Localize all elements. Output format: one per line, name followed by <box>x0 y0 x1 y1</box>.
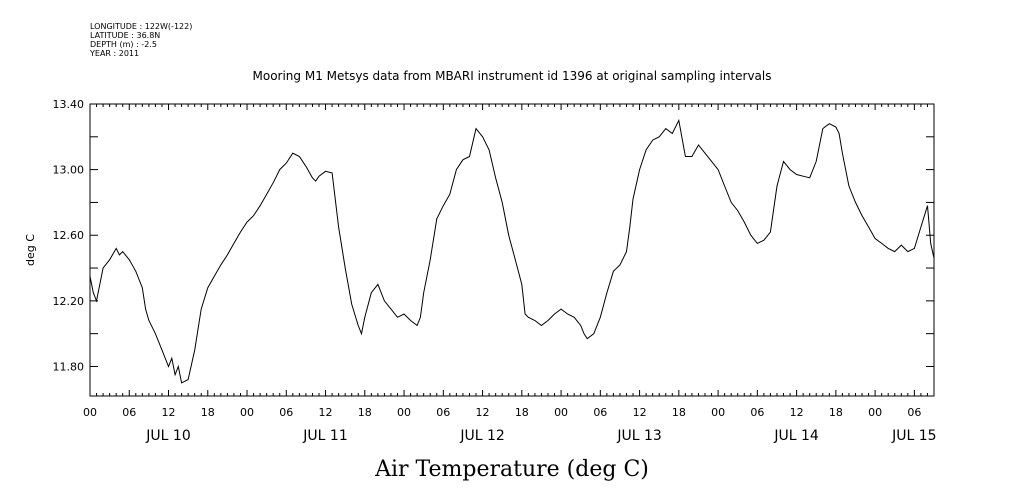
x-tick-label: 00 <box>397 406 411 419</box>
x-tick-label: 00 <box>868 406 882 419</box>
metadata-block: LONGITUDE : 122W(-122) LATITUDE : 36.8N … <box>90 22 192 58</box>
air-temperature-line <box>89 118 935 384</box>
x-tick-label: 18 <box>515 406 529 419</box>
depth-text: DEPTH (m) : -2.5 <box>90 40 157 49</box>
x-tick-label: 18 <box>201 406 215 419</box>
x-tick-label: 12 <box>319 406 333 419</box>
x-axis: 00 06 12 18 00 06 12 18 00 06 12 18 00 06 12 18 00 06 12 18… <box>83 104 937 444</box>
y-tick-label: 13.00 <box>53 164 85 177</box>
x-tick-label: 12 <box>790 406 804 419</box>
x-tick-label: 18 <box>358 406 372 419</box>
longitude-text: LONGITUDE : 122W(-122) <box>90 22 193 31</box>
x-day-label: JUL 13 <box>616 428 661 444</box>
x-tick-label: 12 <box>476 406 490 419</box>
x-tick-label: 00 <box>240 406 254 419</box>
x-tick-label: 06 <box>593 406 607 419</box>
x-tick-label: 00 <box>711 406 725 419</box>
x-tick-label: 00 <box>83 406 97 419</box>
x-tick-label: 06 <box>907 406 921 419</box>
x-tick-label: 06 <box>122 406 136 419</box>
bottom-title: Air Temperature (deg C) <box>374 457 649 482</box>
x-tick-label: 18 <box>672 406 686 419</box>
latitude-text: LATITUDE : 36.8N <box>90 31 161 40</box>
y-tick-label: 13.40 <box>53 98 85 111</box>
y-axis-label: deg C <box>24 234 37 266</box>
chart-title: Mooring M1 Metsys data from MBARI instru… <box>253 69 772 83</box>
x-tick-label: 06 <box>279 406 293 419</box>
y-axis: 11.80 12.20 12.60 13.00 13.40 <box>53 98 934 373</box>
x-tick-label: 18 <box>829 406 843 419</box>
x-tick-label: 00 <box>554 406 568 419</box>
x-day-label: JUL 10 <box>145 428 190 444</box>
x-tick-label: 06 <box>750 406 764 419</box>
x-day-label: JUL 14 <box>773 428 819 444</box>
x-day-label: JUL 15 <box>891 428 936 444</box>
y-tick-label: 11.80 <box>53 360 85 373</box>
year-text: YEAR : 2011 <box>90 49 140 58</box>
x-tick-label: 12 <box>162 406 176 419</box>
plot-frame <box>89 103 935 397</box>
x-day-label: JUL 11 <box>302 428 347 444</box>
y-tick-label: 12.20 <box>53 295 85 308</box>
x-tick-label: 06 <box>436 406 450 419</box>
x-tick-label: 12 <box>633 406 647 419</box>
x-day-label: JUL 12 <box>459 428 504 444</box>
y-tick-label: 12.60 <box>53 229 85 242</box>
